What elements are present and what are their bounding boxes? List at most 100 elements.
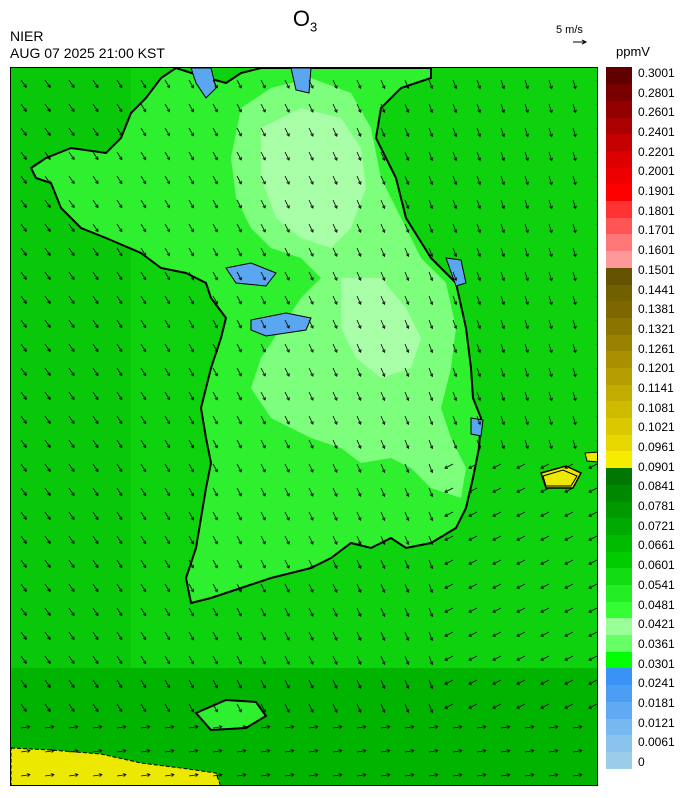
wind-arrow — [380, 607, 385, 617]
wind-arrow — [548, 750, 558, 753]
wind-arrow — [332, 199, 338, 209]
wind-arrow-head — [23, 372, 27, 376]
wind-arrow-head — [238, 108, 242, 113]
wind-arrow — [356, 607, 362, 617]
wind-arrow — [548, 391, 553, 401]
wind-arrow-head — [95, 396, 99, 401]
wind-arrow-head — [262, 636, 266, 641]
wind-arrow — [44, 607, 51, 616]
colorbar-label: 0.0781 — [638, 499, 675, 514]
wind-arrow — [356, 726, 366, 729]
wind-arrow — [284, 295, 290, 305]
wind-arrow — [516, 607, 526, 613]
wind-arrow-head — [444, 561, 449, 565]
wind-arrow-head — [453, 181, 458, 186]
wind-arrow — [68, 703, 75, 712]
wind-arrow-head — [588, 609, 593, 613]
wind-arrow-head — [573, 253, 577, 258]
wind-arrow-head — [501, 157, 505, 162]
wind-arrow — [596, 128, 597, 130]
wind-arrow-head — [242, 773, 247, 777]
wind-arrow — [260, 703, 266, 713]
wind-arrow — [188, 199, 194, 208]
wind-arrow — [236, 726, 246, 729]
wind-arrow — [428, 487, 433, 497]
wind-arrow-head — [334, 133, 338, 137]
wind-arrow-head — [381, 541, 386, 545]
wind-arrow-head — [71, 612, 75, 617]
wind-arrow-head — [23, 348, 27, 352]
wind-arrow-head — [540, 561, 545, 565]
wind-arrow — [116, 295, 123, 304]
wind-arrow — [516, 655, 526, 661]
wind-arrow — [212, 391, 218, 401]
wind-arrow — [284, 247, 290, 257]
wind-arrow-head — [71, 420, 75, 425]
wind-arrow — [332, 367, 338, 377]
wind-arrow — [236, 535, 242, 545]
wind-arrow-head — [405, 349, 410, 354]
wind-arrow-head — [564, 513, 569, 517]
wind-arrow — [68, 583, 75, 592]
wind-arrow — [92, 79, 99, 88]
wind-arrow — [236, 271, 242, 281]
wind-arrow — [20, 151, 27, 160]
colorbar-segment — [606, 584, 632, 602]
wind-arrow-head — [118, 180, 123, 185]
wind-arrow — [332, 439, 338, 449]
wind-arrow — [404, 175, 409, 185]
wind-arrow-head — [142, 84, 147, 89]
wind-arrow-head — [429, 445, 434, 450]
wind-arrow — [564, 607, 574, 613]
wind-arrow — [260, 415, 266, 425]
wind-arrow-head — [501, 109, 505, 114]
wind-arrow-head — [262, 276, 266, 281]
wind-arrow — [308, 583, 314, 593]
wind-arrow-head — [262, 132, 266, 137]
wind-arrow-head — [166, 276, 171, 281]
colorbar-label: 0.2401 — [638, 125, 675, 140]
wind-arrow-head — [444, 585, 449, 589]
wind-arrow — [404, 223, 409, 233]
wind-arrow — [140, 535, 147, 544]
wind-arrow — [236, 151, 242, 161]
wind-arrow — [308, 223, 314, 233]
wind-arrow — [572, 750, 582, 753]
wind-arrow-head — [238, 348, 242, 353]
wind-arrow-head — [95, 684, 99, 689]
wind-arrow-head — [334, 301, 338, 305]
wind-arrow-head — [501, 181, 505, 186]
wind-arrow-head — [190, 324, 194, 329]
wind-arrow — [428, 247, 433, 257]
wind-arrow — [188, 175, 194, 184]
wind-arrow-head — [118, 84, 123, 89]
wind-arrow — [44, 367, 51, 376]
wind-arrow-head — [338, 725, 343, 729]
wind-arrow-head — [310, 397, 314, 401]
wind-arrow — [212, 199, 218, 209]
wind-arrow-head — [334, 253, 338, 257]
wind-arrow-head — [238, 420, 242, 425]
wind-arrow — [516, 463, 526, 469]
wind-arrow-head — [554, 749, 559, 753]
wind-arrow-head — [214, 396, 218, 401]
wind-arrow-head — [71, 468, 75, 473]
wind-arrow — [500, 774, 510, 777]
wind-arrow — [516, 679, 526, 685]
wind-arrow — [140, 199, 147, 208]
high-ozone-patch — [542, 469, 578, 487]
wind-arrow — [428, 367, 433, 377]
wind-arrow — [92, 223, 99, 232]
wind-arrow — [20, 391, 27, 400]
colorbar-label: 0.0541 — [638, 577, 675, 592]
wind-arrow — [188, 439, 194, 448]
colorbar-label: 0.1901 — [638, 184, 675, 199]
wind-arrow — [260, 175, 266, 185]
wind-arrow — [356, 295, 362, 305]
wind-arrow-head — [492, 537, 497, 541]
wind-arrow-head — [23, 300, 27, 304]
wind-arrow-head — [381, 109, 386, 113]
wind-arrow-head — [238, 84, 242, 89]
wind-arrow — [212, 703, 218, 713]
wind-arrow-head — [71, 300, 75, 305]
